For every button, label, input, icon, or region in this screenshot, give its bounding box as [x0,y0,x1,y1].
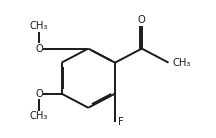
Text: O: O [35,44,43,54]
Text: CH₃: CH₃ [173,58,191,68]
Text: O: O [138,15,146,25]
Text: CH₃: CH₃ [30,21,48,31]
Text: O: O [35,89,43,99]
Text: F: F [118,117,124,127]
Text: CH₃: CH₃ [30,111,48,121]
